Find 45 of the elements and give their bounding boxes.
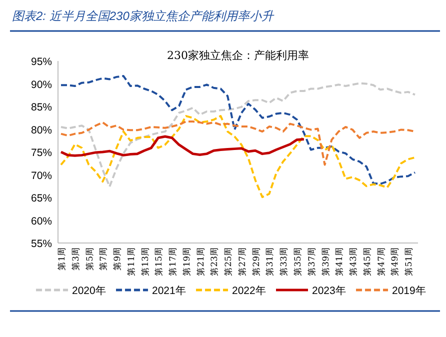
x-tick-label: 第7周 bbox=[98, 247, 110, 270]
x-tick-label: 第47周 bbox=[376, 247, 387, 276]
x-tick-label: 第35周 bbox=[292, 247, 304, 276]
x-tick-label: 第29周 bbox=[250, 247, 262, 276]
x-tick-label: 第37周 bbox=[306, 247, 318, 276]
x-tick-label: 第33周 bbox=[278, 247, 290, 276]
x-tick-label: 第45周 bbox=[362, 247, 373, 276]
x-tick-label: 第51周 bbox=[404, 247, 415, 276]
legend-label: 2022年 bbox=[232, 285, 266, 297]
y-tick-label: 55% bbox=[30, 238, 52, 250]
x-tick-label: 第9周 bbox=[112, 247, 124, 270]
y-tick-label: 80% bbox=[30, 124, 52, 136]
y-tick-label: 60% bbox=[30, 215, 52, 228]
x-tick-label: 第39周 bbox=[320, 247, 332, 276]
x-tick-label: 第11周 bbox=[126, 247, 137, 276]
line-series bbox=[60, 115, 416, 198]
y-tick-label: 75% bbox=[30, 147, 52, 159]
legend-label: 2019年 bbox=[392, 285, 426, 297]
x-tick-label: 第41周 bbox=[334, 247, 346, 276]
y-tick-label: 70% bbox=[30, 170, 52, 182]
legend-label: 2020年 bbox=[72, 285, 106, 297]
x-tick-label: 第19周 bbox=[181, 247, 192, 276]
x-tick-label: 第5周 bbox=[84, 247, 96, 270]
x-tick-label: 第15周 bbox=[154, 247, 165, 276]
x-tick-label: 第3周 bbox=[70, 247, 82, 270]
x-tick-label: 第25周 bbox=[223, 247, 234, 276]
x-tick-label: 第13周 bbox=[140, 247, 151, 276]
x-tick-label: 第27周 bbox=[236, 247, 248, 276]
y-tick-label: 85% bbox=[30, 102, 52, 114]
x-tick-label: 第43周 bbox=[348, 247, 360, 276]
y-tick-label: 65% bbox=[30, 192, 52, 204]
x-tick-label: 第49周 bbox=[390, 247, 401, 276]
x-tick-label: 第23周 bbox=[209, 247, 220, 276]
line-series bbox=[60, 120, 416, 166]
y-tick-label: 95% bbox=[30, 56, 52, 68]
line-series bbox=[60, 135, 306, 157]
chart-subtitle: 230家独立焦企：产能利用率 bbox=[167, 49, 309, 62]
x-tick-label: 第17周 bbox=[168, 247, 179, 276]
legend-label: 2023年 bbox=[312, 285, 346, 297]
chart-title: 图表2: 近半月全国230家独立焦企产能利用率小升 bbox=[12, 9, 274, 23]
x-tick-label: 第31周 bbox=[264, 247, 276, 276]
x-tick-label: 第1周 bbox=[56, 247, 68, 270]
legend-label: 2021年 bbox=[152, 285, 186, 297]
y-tick-label: 90% bbox=[30, 78, 52, 91]
x-tick-label: 第21周 bbox=[195, 247, 206, 276]
